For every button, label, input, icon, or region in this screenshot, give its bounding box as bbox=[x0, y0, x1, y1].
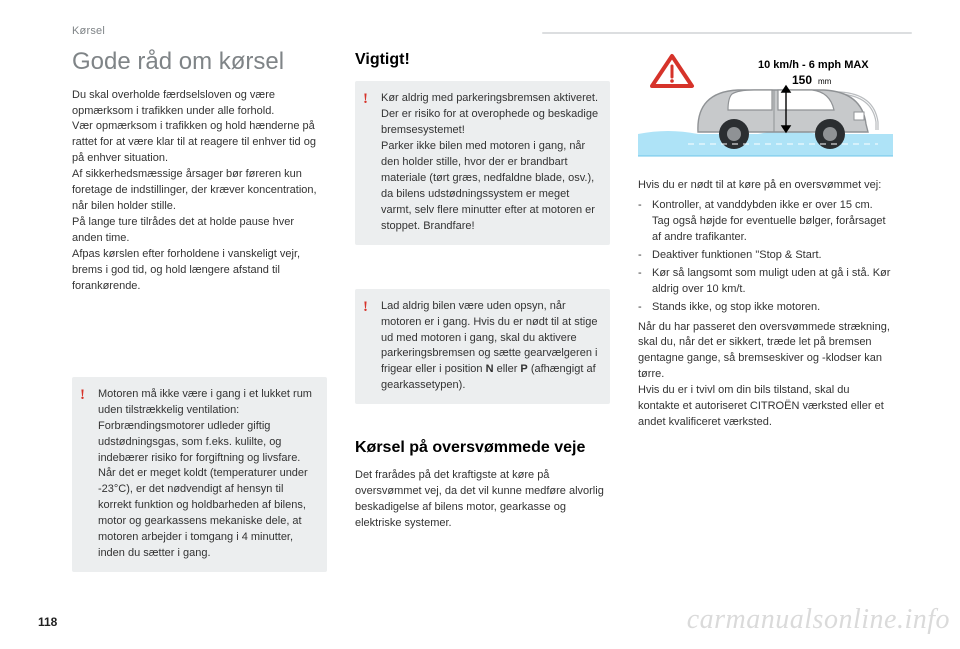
column-2: Vigtigt! ! Kør aldrig med parkeringsbrem… bbox=[355, 48, 610, 586]
speed-label-text: 10 km/h - 6 mph MAX bbox=[758, 59, 869, 71]
watermark: carmanualsonline.info bbox=[687, 600, 950, 641]
warning-box-unattended: ! Lad aldrig bilen være uden opsyn, når … bbox=[355, 289, 610, 405]
warning-text-part: eller bbox=[494, 363, 521, 375]
warning-icon: ! bbox=[363, 89, 368, 111]
list-item: Kør så langsomt som muligt uden at gå i … bbox=[638, 266, 893, 298]
gear-p: P bbox=[520, 363, 527, 375]
list-item: Deaktiver funktionen "Stop & Start. bbox=[638, 248, 893, 264]
spacer bbox=[72, 305, 327, 377]
flood-precautions-list: Kontroller, at vanddybden ikke er over 1… bbox=[638, 198, 893, 316]
flooded-roads-heading: Kørsel på oversvømmede veje bbox=[355, 438, 610, 458]
warning-icon: ! bbox=[80, 385, 85, 407]
list-item: Kontroller, at vanddybden ikke er over 1… bbox=[638, 198, 893, 246]
warning-text: Lad aldrig bilen være uden opsyn, når mo… bbox=[381, 299, 600, 395]
top-bar: Kørsel bbox=[72, 24, 912, 38]
depth-number: 150 bbox=[792, 73, 812, 87]
spacer bbox=[355, 259, 610, 289]
manual-page: Kørsel Gode råd om kørsel Du skal overho… bbox=[0, 0, 960, 649]
column-1: Gode råd om kørsel Du skal overholde fær… bbox=[72, 48, 327, 586]
warning-box-ventilation: ! Motoren må ikke være i gang i et lukke… bbox=[72, 377, 327, 572]
spacer bbox=[355, 418, 610, 438]
warning-text: Motoren må ikke være i gang i et lukket … bbox=[98, 387, 317, 562]
flood-outro: Når du har passeret den oversvømmede str… bbox=[638, 320, 893, 432]
flood-illustration: 10 km/h - 6 mph MAX 150 mm bbox=[638, 48, 893, 168]
flooded-roads-text: Det frarådes på det kraftigste at køre p… bbox=[355, 468, 610, 532]
list-item: Stands ikke, og stop ikke motoren. bbox=[638, 300, 893, 316]
flood-intro: Hvis du er nødt til at køre på en oversv… bbox=[638, 178, 893, 194]
top-divider bbox=[542, 32, 912, 34]
intro-text: Du skal overholde færdselsloven og være … bbox=[72, 88, 327, 295]
section-label: Kørsel bbox=[72, 25, 105, 37]
page-number: 118 bbox=[38, 614, 57, 631]
warning-box-parking-brake: ! Kør aldrig med parkeringsbremsen aktiv… bbox=[355, 81, 610, 244]
warning-icon: ! bbox=[363, 297, 368, 319]
main-title: Gode råd om kørsel bbox=[72, 48, 327, 76]
content-columns: Gode råd om kørsel Du skal overholde fær… bbox=[72, 48, 893, 586]
depth-unit: mm bbox=[818, 77, 832, 86]
important-heading: Vigtigt! bbox=[355, 48, 610, 71]
gear-n: N bbox=[486, 363, 494, 375]
column-3: 10 km/h - 6 mph MAX 150 mm Hvis du er nø… bbox=[638, 48, 893, 586]
warning-text: Kør aldrig med parkeringsbremsen aktiver… bbox=[381, 91, 600, 234]
